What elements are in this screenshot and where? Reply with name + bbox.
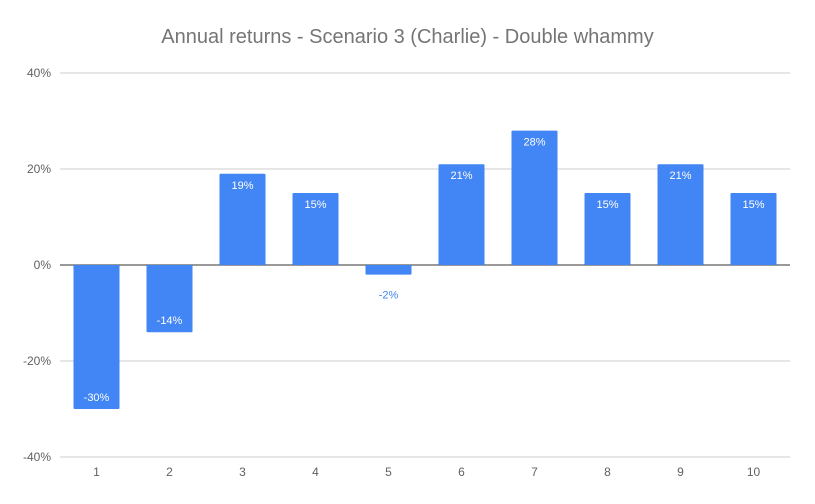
bar: [219, 173, 266, 265]
x-tick-label: 1: [93, 465, 100, 479]
data-label: 21%: [669, 170, 691, 182]
x-tick-label: 5: [385, 465, 392, 479]
data-label: 19%: [231, 180, 253, 192]
y-tick-label: -40%: [23, 450, 51, 464]
x-tick-label: 10: [747, 465, 761, 479]
chart-title: Annual returns - Scenario 3 (Charlie) - …: [161, 26, 654, 48]
data-label: -14%: [157, 315, 183, 327]
data-label: 15%: [596, 199, 618, 211]
y-tick-label: 0%: [34, 258, 52, 272]
bar: [584, 193, 631, 265]
bar: [730, 193, 777, 265]
x-tick-label: 6: [458, 465, 465, 479]
x-tick-label: 8: [604, 465, 611, 479]
bar: [292, 193, 339, 265]
y-tick-label: 40%: [27, 66, 51, 80]
bar: [365, 265, 412, 275]
data-label: 28%: [523, 137, 545, 149]
data-label: 15%: [742, 199, 764, 211]
bar: [657, 164, 704, 265]
bar: [438, 164, 485, 265]
bar: [511, 130, 558, 265]
x-tick-label: 9: [677, 465, 684, 479]
x-tick-label: 2: [166, 465, 173, 479]
x-tick-label: 3: [239, 465, 246, 479]
data-label: -30%: [84, 392, 110, 404]
data-label: 15%: [304, 199, 326, 211]
x-tick-label: 4: [312, 465, 319, 479]
y-tick-label: 20%: [27, 162, 51, 176]
bar: [73, 265, 120, 409]
data-label: 21%: [450, 170, 472, 182]
y-tick-label: -20%: [23, 354, 51, 368]
x-tick-label: 7: [531, 465, 538, 479]
bar: [146, 265, 193, 333]
data-label: -2%: [379, 290, 399, 302]
